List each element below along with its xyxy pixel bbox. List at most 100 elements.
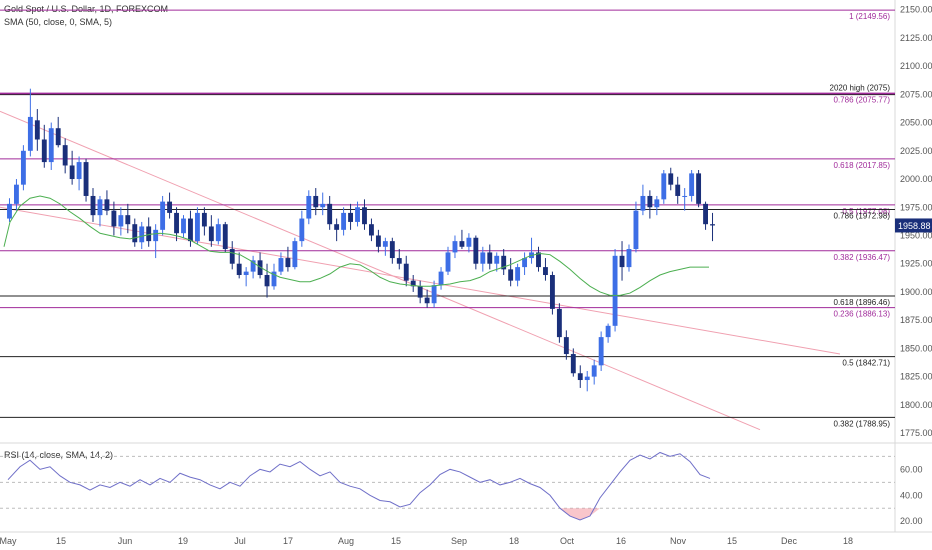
candle-body [222, 224, 228, 250]
time-tick-label: 15 [727, 536, 737, 546]
candle-body [591, 365, 597, 377]
candle-body [320, 203, 326, 208]
candle-body [689, 173, 695, 196]
candle [487, 244, 493, 270]
candle-body [417, 286, 423, 298]
level-label: 0.236 (1886.13) [834, 310, 891, 319]
last-price-label: 1958.88 [898, 221, 931, 231]
candle-body [522, 258, 528, 268]
candle [445, 246, 451, 276]
candle [689, 169, 695, 202]
sma-line [3, 195, 709, 296]
candle-body [146, 226, 152, 242]
time-tick-label: Jul [234, 536, 246, 546]
candle-body [181, 218, 186, 234]
rsi-legend: RSI (14, close, SMA, 14, 2) [4, 450, 114, 460]
candle-body [208, 226, 214, 242]
candle [389, 237, 395, 264]
candle [654, 195, 660, 216]
candle-body [466, 237, 472, 247]
candle-body [424, 297, 430, 304]
candle [703, 201, 708, 230]
candle-body [264, 275, 270, 287]
time-tick-label: 17 [283, 536, 293, 546]
price-tick-label: 1775.00 [900, 428, 932, 438]
price-tick-label: 1950.00 [900, 230, 932, 240]
price-tick-label: 2075.00 [900, 89, 932, 99]
channel-line [0, 110, 761, 431]
candle [473, 235, 479, 270]
time-tick-label: 18 [509, 536, 519, 546]
candle [208, 215, 214, 247]
price-tick-label: 2050.00 [900, 118, 932, 128]
candle-body [90, 195, 96, 216]
candle-body [132, 224, 138, 243]
candle-body [577, 373, 583, 381]
level-label: 0.382 (1936.47) [834, 253, 891, 262]
rsi-line [7, 451, 711, 521]
candle [125, 203, 131, 234]
candle [236, 252, 242, 279]
time-tick-label: 19 [178, 536, 188, 546]
candle-body [431, 285, 437, 304]
candle-body [97, 199, 103, 216]
candle [34, 109, 40, 151]
time-tick-label: 18 [843, 536, 853, 546]
candle [160, 195, 166, 236]
candle [167, 192, 173, 219]
candle-body [355, 207, 360, 222]
candle [452, 235, 458, 259]
candle-body [445, 252, 451, 272]
candle-body [675, 184, 681, 196]
candle [181, 215, 186, 238]
candle [97, 195, 103, 227]
time-tick-label: 15 [56, 536, 66, 546]
candle [243, 267, 249, 287]
candle-body [194, 212, 200, 242]
candle-body [640, 195, 646, 211]
candle [661, 169, 667, 204]
candle [710, 212, 715, 242]
candle [250, 255, 256, 279]
candle-body [487, 252, 493, 264]
candle-body [14, 184, 19, 204]
candle [605, 323, 611, 343]
candle-body [34, 120, 40, 140]
candle-body [118, 215, 124, 227]
candle [431, 280, 437, 308]
candle [577, 365, 583, 388]
candle [306, 190, 312, 225]
candle [334, 218, 340, 242]
candle-body [160, 201, 166, 230]
candle-body [362, 207, 367, 225]
candle [640, 184, 646, 216]
last-price-badge [895, 218, 932, 233]
candle-body [104, 199, 110, 211]
candle-body [375, 235, 381, 247]
candle [410, 275, 416, 292]
candle-body [612, 255, 618, 326]
candle-body [633, 210, 639, 250]
candle-body [480, 252, 486, 264]
time-tick-label: Oct [560, 536, 575, 546]
candle [69, 150, 75, 185]
candle [668, 167, 674, 191]
candle [222, 221, 228, 253]
candle-body [48, 128, 54, 163]
candle [83, 158, 89, 202]
candle [556, 303, 562, 343]
candle [76, 156, 82, 191]
candle [591, 359, 597, 385]
candle [549, 271, 555, 315]
candle-body [236, 263, 242, 276]
candle [139, 221, 145, 250]
candle-body [682, 195, 688, 197]
candle-body [584, 376, 590, 381]
level-label: 0.618 (2017.85) [834, 161, 891, 170]
candle [278, 252, 284, 276]
candle [313, 188, 319, 216]
candle [543, 258, 548, 281]
candle-body [55, 128, 61, 146]
level-label: 0.5 (1842.71) [842, 359, 890, 368]
